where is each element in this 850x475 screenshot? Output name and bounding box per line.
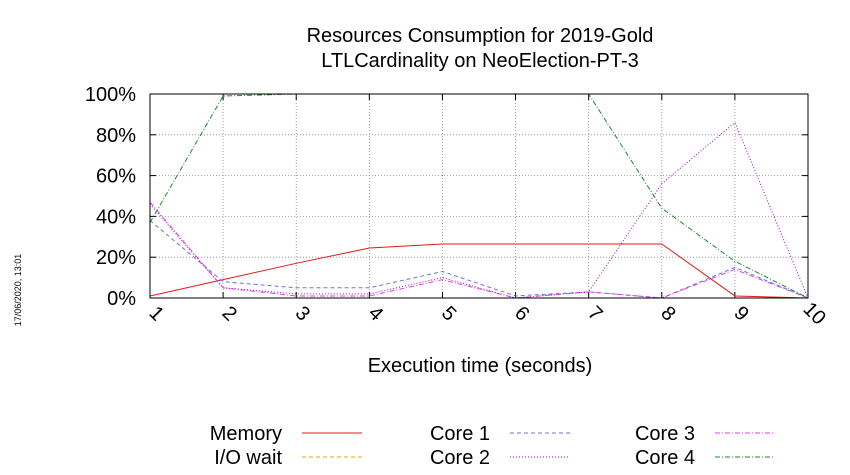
legend-label: Memory (210, 423, 282, 445)
x-tick-label: 7 (583, 302, 606, 325)
x-tick-label: 9 (729, 302, 752, 325)
x-tick-label: 4 (364, 302, 387, 325)
legend-label: Core 1 (430, 423, 490, 445)
series-line-memory (149, 243, 809, 299)
legend-label: Core 3 (635, 423, 695, 445)
chart-title-line-2: LTLCardinality on NeoElection-PT-3 (321, 50, 639, 72)
series-line-core-1 (149, 220, 809, 299)
x-tick-labels: 1 2 3 4 5 6 7 8 9 10 (145, 298, 830, 329)
timestamp-label: 17/06/2020, 13:01 (13, 254, 23, 327)
chart-title: Resources Consumption for 2019-Gold LTLC… (307, 25, 654, 72)
x-tick-label: 8 (656, 302, 679, 325)
x-axis-label: Execution time (seconds) (368, 355, 593, 377)
x-tick-label: 10 (799, 298, 830, 329)
x-tick-label: 1 (145, 302, 168, 325)
grid-lines (149, 93, 809, 299)
y-tick-label: 80% (96, 125, 136, 147)
legend-label: I/O wait (214, 447, 282, 469)
y-tick-label: 20% (96, 247, 136, 269)
x-tick-label: 2 (218, 302, 241, 325)
legend-label: Core 2 (430, 447, 490, 469)
series-lines (149, 93, 809, 299)
x-tick-label: 5 (437, 302, 460, 325)
x-tick-label: 6 (510, 302, 533, 325)
y-tick-label: 0% (107, 288, 136, 310)
series-line-core-2 (149, 121, 809, 299)
y-tick-label: 100% (85, 84, 136, 106)
legend-label: Core 4 (635, 447, 695, 469)
series-line-core-3 (149, 201, 809, 299)
x-tick-label: 3 (291, 302, 314, 325)
series-line-core-4 (149, 93, 809, 299)
y-tick-label: 40% (96, 206, 136, 228)
y-tick-labels: 0% 20% 40% 60% 80% 100% (85, 84, 136, 310)
plot-frame (149, 93, 809, 299)
y-tick-label: 60% (96, 166, 136, 188)
chart-title-line-1: Resources Consumption for 2019-Gold (307, 25, 654, 47)
